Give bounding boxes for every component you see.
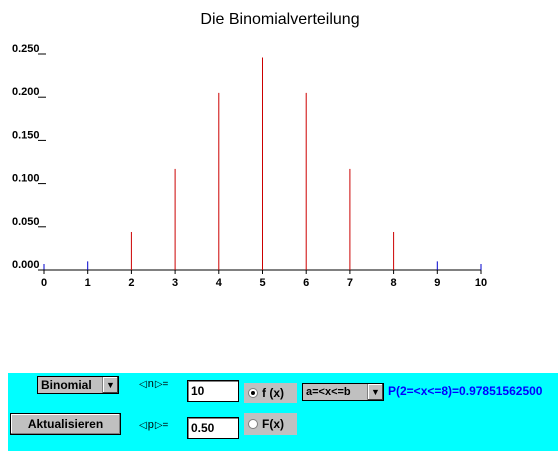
- y-tick-label-0.100: 0.100: [12, 173, 40, 185]
- x-tick-label-2: 2: [128, 277, 134, 289]
- n-spinner[interactable]: ◁ n ▷=: [139, 378, 168, 390]
- chart-title: Die Binomialverteilung: [200, 11, 360, 28]
- x-tick-label-10: 10: [475, 277, 487, 289]
- update-button[interactable]: Aktualisieren: [10, 413, 121, 435]
- probability-result: P(2=<x<=8)=0.97851562500: [388, 384, 543, 398]
- distribution-value: Binomial: [41, 378, 92, 392]
- chart-ticks: 0 1 2 3 4 5 6 7 8 9 10 0.000 0.050 0.100 0.150 0.200 0.2…: [12, 43, 487, 289]
- x-tick-label-5: 5: [259, 277, 265, 289]
- x-tick-label-0: 0: [41, 277, 47, 289]
- decrease-icon[interactable]: ◁: [139, 419, 147, 431]
- increase-icon[interactable]: ▷=: [154, 378, 169, 390]
- x-tick-label-1: 1: [85, 277, 91, 289]
- x-tick-label-7: 7: [347, 277, 353, 289]
- control-panel: Binomial ▼ Aktualisieren ◁ n ▷= 10 f (x)…: [8, 373, 558, 451]
- fx-label: f (x): [262, 386, 284, 400]
- x-tick-label-8: 8: [391, 277, 397, 289]
- x-tick-label-4: 4: [216, 277, 223, 289]
- y-tick-label-0.200: 0.200: [12, 86, 40, 98]
- y-tick-label-0.050: 0.050: [12, 216, 40, 228]
- decrease-icon[interactable]: ◁: [139, 378, 147, 390]
- chevron-down-icon[interactable]: ▼: [367, 384, 383, 400]
- p-spinner[interactable]: ◁ p ▷=: [139, 419, 168, 431]
- x-tick-label-3: 3: [172, 277, 178, 289]
- x-tick-label-9: 9: [434, 277, 440, 289]
- y-tick-label-0.000: 0.000: [12, 259, 40, 271]
- radio-selected-icon[interactable]: [248, 388, 258, 398]
- interval-value: a=<x<=b: [306, 386, 351, 398]
- n-input[interactable]: 10: [187, 380, 239, 402]
- p-label: p: [147, 419, 154, 431]
- y-tick-label-0.250: 0.250: [12, 43, 40, 55]
- fx-radio-option[interactable]: f (x): [244, 383, 297, 403]
- y-tick-label-0.150: 0.150: [12, 129, 40, 141]
- distribution-select[interactable]: Binomial ▼: [37, 376, 119, 394]
- p-input[interactable]: 0.50: [187, 417, 239, 439]
- n-label: n: [147, 378, 154, 390]
- increase-icon[interactable]: ▷=: [154, 419, 169, 431]
- chart-bars: [43, 57, 482, 270]
- chart: 0 1 2 3 4 5 6 7 8 9 10 0.000 0.050 0.100 0.150 0.200 0.2…: [12, 43, 487, 289]
- Fx-label: F(x): [262, 417, 284, 431]
- x-tick-label-6: 6: [303, 277, 309, 289]
- radio-unselected-icon[interactable]: [248, 419, 258, 429]
- Fx-radio-option[interactable]: F(x): [244, 413, 297, 435]
- interval-select[interactable]: a=<x<=b ▼: [302, 383, 384, 401]
- chevron-down-icon[interactable]: ▼: [102, 377, 118, 393]
